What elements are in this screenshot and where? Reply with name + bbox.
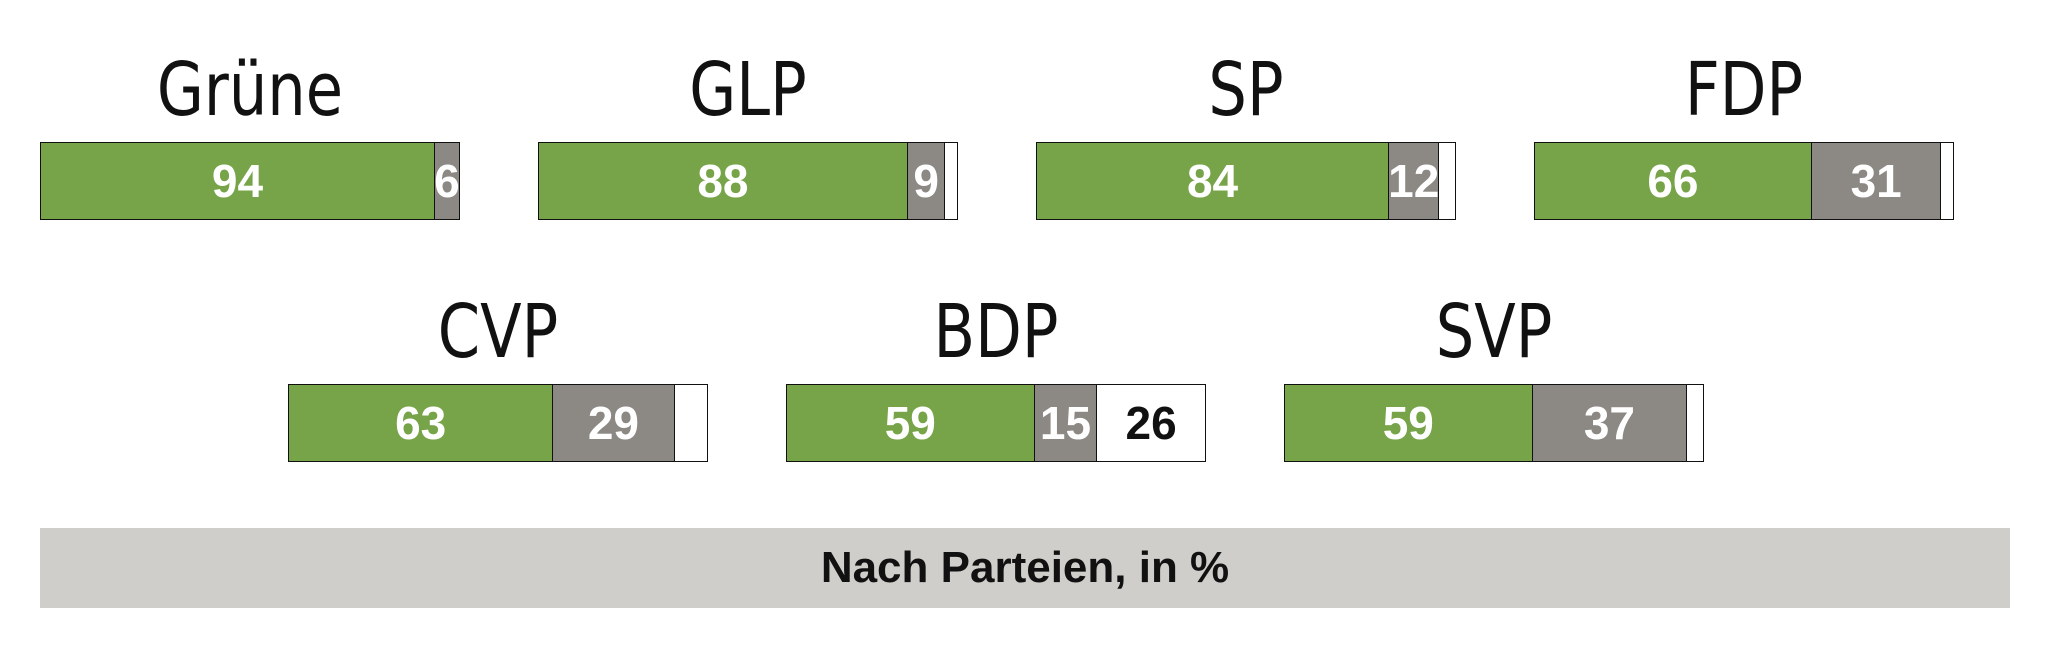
party-name-bdp: BDP [933,289,1059,375]
chart-footer: Nach Parteien, in % [40,528,2010,608]
bar-glp: 88 9 [538,142,958,220]
yes-segment: 84 [1037,143,1389,219]
party-group-sp: SP 84 12 [1036,40,1456,220]
no-segment: 12 [1388,143,1440,219]
value-label: 6 [434,155,460,207]
yes-segment: 88 [539,143,907,219]
value-label: 26 [1125,397,1177,449]
party-group-bdp: BDP 59 15 26 [786,282,1206,462]
yes-segment: 66 [1535,143,1811,219]
value-label: 59 [1382,397,1434,449]
yes-segment: 59 [787,385,1034,461]
party-name-fdp: FDP [1684,47,1804,133]
yes-segment: 59 [1285,385,1532,461]
no-segment: 29 [552,385,674,461]
bar-svp: 59 37 [1284,384,1704,462]
no-segment: 37 [1531,385,1687,461]
no-segment: 31 [1810,143,1941,219]
bar-cvp: 63 29 [288,384,708,462]
no-segment: 9 [906,143,945,219]
party-group-cvp: CVP 63 29 [288,282,708,462]
bar-sp: 84 12 [1036,142,1456,220]
value-label: 29 [587,397,640,449]
bar-bdp: 59 15 26 [786,384,1206,462]
footer-label: Nach Parteien, in % [820,543,1230,592]
undecided-segment [1686,385,1703,461]
value-label: 66 [1647,155,1699,207]
party-group-gruene: Grüne 94 6 [40,40,460,220]
party-name-gruene: Grüne [156,47,344,133]
undecided-segment [1940,143,1953,219]
party-name-sp: SP [1208,47,1284,133]
value-label: 31 [1850,155,1902,207]
party-name-glp: GLP [689,47,807,133]
yes-segment: 94 [41,143,434,219]
undecided-segment [1438,143,1455,219]
undecided-segment [673,385,707,461]
undecided-segment [944,143,957,219]
no-segment: 15 [1033,385,1097,461]
no-segment: 6 [433,143,460,219]
party-name-cvp: CVP [437,289,559,375]
value-label: 59 [884,397,936,449]
value-label: 12 [1388,155,1440,207]
party-group-fdp: FDP 66 31 [1534,40,1954,220]
party-group-glp: GLP 88 9 [538,40,958,220]
value-label: 94 [211,155,264,207]
value-label: 37 [1583,397,1636,449]
value-label: 84 [1186,155,1239,207]
undecided-segment: 26 [1096,385,1205,461]
value-label: 63 [395,397,447,449]
value-label: 88 [697,155,749,207]
bar-fdp: 66 31 [1534,142,1954,220]
bar-gruene: 94 6 [40,142,460,220]
party-group-svp: SVP 59 37 [1284,282,1704,462]
value-label: 9 [913,155,939,207]
yes-segment: 63 [289,385,553,461]
value-label: 15 [1039,397,1092,449]
party-name-svp: SVP [1435,289,1553,375]
